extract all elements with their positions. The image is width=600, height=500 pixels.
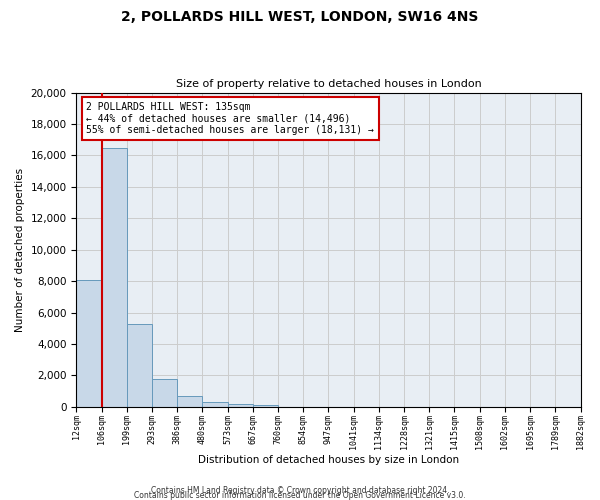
Text: 2, POLLARDS HILL WEST, LONDON, SW16 4NS: 2, POLLARDS HILL WEST, LONDON, SW16 4NS [121,10,479,24]
X-axis label: Distribution of detached houses by size in London: Distribution of detached houses by size … [198,455,459,465]
Bar [253,405,278,407]
Text: 2 POLLARDS HILL WEST: 135sqm
← 44% of detached houses are smaller (14,496)
55% o: 2 POLLARDS HILL WEST: 135sqm ← 44% of de… [86,102,374,135]
Title: Size of property relative to detached houses in London: Size of property relative to detached ho… [176,79,481,89]
Bar [127,324,152,407]
Y-axis label: Number of detached properties: Number of detached properties [15,168,25,332]
Text: Contains HM Land Registry data © Crown copyright and database right 2024.: Contains HM Land Registry data © Crown c… [151,486,449,495]
Text: Contains public sector information licensed under the Open Government Licence v3: Contains public sector information licen… [134,491,466,500]
Bar [202,402,227,407]
Bar [227,404,253,407]
Bar [101,148,127,407]
Bar [76,280,101,407]
Bar [152,380,177,407]
Bar [177,396,202,407]
